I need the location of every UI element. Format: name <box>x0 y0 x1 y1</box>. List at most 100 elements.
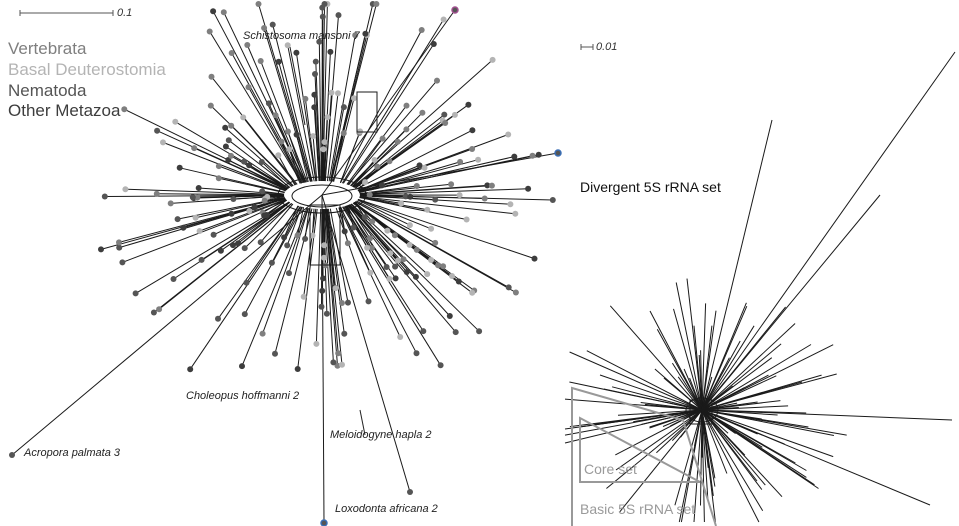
network-box <box>309 204 341 266</box>
tip-node <box>368 245 375 252</box>
network-branch <box>569 351 703 411</box>
tip-node <box>507 201 514 208</box>
tip-node <box>217 247 224 254</box>
network-branch <box>242 117 297 186</box>
tip-node <box>413 350 420 357</box>
tip-node <box>272 112 279 119</box>
tip-node <box>192 214 199 221</box>
tip-node <box>371 157 378 163</box>
scale-bar-right <box>580 44 594 50</box>
tip-node <box>281 234 288 241</box>
tip-node <box>275 152 282 159</box>
tip-node <box>489 56 496 63</box>
network-branch <box>213 199 287 236</box>
scale-label-right: 0.01 <box>596 41 618 53</box>
legend-nematoda: Nematoda <box>8 81 87 100</box>
tip-node <box>352 32 359 39</box>
tip-node <box>119 259 126 266</box>
network-branch <box>122 199 287 263</box>
tip-node <box>361 214 368 221</box>
tip-node <box>321 520 327 526</box>
tip-node <box>441 111 448 118</box>
tip-node <box>241 158 248 165</box>
network-branch <box>359 188 529 195</box>
tip-node <box>311 91 318 98</box>
network-branch <box>353 202 444 267</box>
network-branch <box>701 409 807 471</box>
tip-node <box>132 290 139 297</box>
tip-node <box>230 196 237 202</box>
network-branch <box>701 381 803 411</box>
tip-node <box>245 84 252 91</box>
tip-node <box>397 334 404 340</box>
tip-node <box>198 256 205 263</box>
network-branch <box>701 409 728 474</box>
tip-node <box>286 270 292 277</box>
tip-node <box>318 303 325 310</box>
tip-node <box>511 153 518 160</box>
network-branch <box>701 323 796 411</box>
network-branch <box>345 205 388 268</box>
tip-node <box>187 366 194 373</box>
tip-node <box>529 152 536 159</box>
tip-node <box>476 328 483 335</box>
tip-node <box>339 361 345 368</box>
network-branch <box>701 51 956 411</box>
network-branch <box>689 377 703 411</box>
tip-node <box>321 242 328 249</box>
network-branch <box>357 199 411 226</box>
network-branch <box>330 33 366 182</box>
tip-node <box>531 255 538 262</box>
network-branch <box>233 195 285 200</box>
network-branch <box>701 119 773 411</box>
tip-node <box>400 256 407 263</box>
right-network-core <box>685 397 719 423</box>
tip-node <box>469 127 476 134</box>
network-branch <box>649 409 703 429</box>
tip-node <box>437 362 444 369</box>
tip-node <box>235 240 242 247</box>
tip-node <box>222 143 229 150</box>
tip-node <box>180 224 187 231</box>
tip-node <box>402 193 409 200</box>
network-branch <box>675 282 703 411</box>
tip-node <box>321 1 328 7</box>
tip-node <box>269 21 276 28</box>
tip-node <box>194 194 201 201</box>
network-branch <box>296 134 309 183</box>
tip-node <box>320 275 327 282</box>
tip-node <box>335 90 341 97</box>
tip-node <box>446 313 453 319</box>
tip-node <box>160 139 166 146</box>
tip-node <box>484 182 491 189</box>
tip-node <box>323 310 330 317</box>
tip-node <box>261 25 268 31</box>
network-branch <box>698 354 703 411</box>
tip-node <box>332 285 339 292</box>
tip-node <box>341 330 348 337</box>
network-branch <box>609 305 703 411</box>
network-branch <box>353 122 446 188</box>
network-branch <box>287 45 315 182</box>
network-branch <box>271 206 302 263</box>
network-branch <box>286 206 303 246</box>
tip-node <box>284 128 291 135</box>
tip-node <box>416 162 423 169</box>
network-branch <box>260 60 308 183</box>
network-branch <box>209 31 303 184</box>
network-branch <box>329 208 349 303</box>
network-branch <box>701 409 766 486</box>
tip-node <box>222 124 229 131</box>
leader-line <box>359 409 366 436</box>
network-branch <box>315 208 322 344</box>
tip-node <box>300 293 307 300</box>
network-branch <box>356 200 436 244</box>
network-branch <box>359 184 383 194</box>
network-branch <box>201 201 290 261</box>
tip-node <box>403 102 410 109</box>
tip-node <box>153 190 160 197</box>
highlight-tip-node <box>320 519 328 526</box>
network-branch <box>340 206 371 274</box>
tip-node <box>512 289 519 296</box>
